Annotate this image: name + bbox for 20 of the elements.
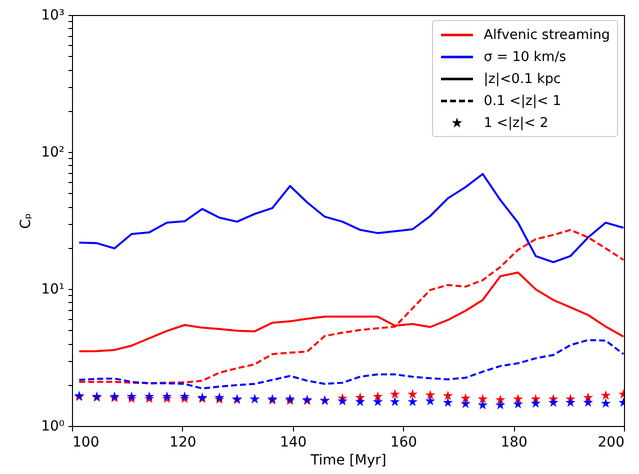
x-tick-label: 180 — [500, 434, 528, 450]
annotation: σ = 10 km/s — [484, 49, 566, 65]
line-series — [78, 172, 624, 264]
line-series — [78, 228, 624, 384]
y-tick-label: 10³ — [41, 8, 64, 24]
line-series — [78, 339, 624, 390]
annotation: 0.1 <|z|< 1 — [484, 93, 562, 109]
annotation: 1 <|z|< 2 — [484, 115, 548, 131]
x-tick-label: 100 — [72, 434, 100, 450]
x-tick-label: 120 — [170, 434, 196, 450]
x-tick-label: 140 — [280, 434, 307, 450]
annotation: Alfvenic streaming — [484, 27, 610, 43]
y-axis-title: Cₚ — [18, 213, 34, 229]
y-tick-label: 10² — [41, 144, 64, 160]
x-tick-label: 160 — [390, 434, 418, 450]
x-axis-title: Time [Myr] — [310, 452, 386, 468]
x-tick-label: 200 — [598, 434, 624, 450]
annotation: |z|<0.1 kpc — [484, 71, 561, 87]
y-tick-label: 10⁰ — [41, 418, 65, 434]
y-tick-label: 10¹ — [41, 282, 64, 298]
